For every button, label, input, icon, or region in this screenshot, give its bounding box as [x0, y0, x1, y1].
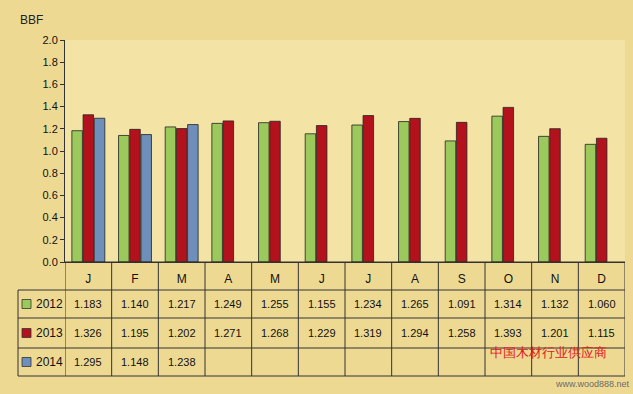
svg-text:BBF: BBF: [20, 13, 43, 27]
svg-text:M: M: [270, 272, 280, 286]
svg-text:1.202: 1.202: [168, 327, 196, 339]
svg-text:1.140: 1.140: [121, 298, 149, 310]
svg-text:1.271: 1.271: [214, 327, 242, 339]
svg-text:1.234: 1.234: [354, 298, 382, 310]
svg-text:1.060: 1.060: [588, 298, 616, 310]
svg-text:1.238: 1.238: [168, 356, 196, 368]
svg-text:1.217: 1.217: [168, 298, 196, 310]
svg-text:1.091: 1.091: [448, 298, 476, 310]
svg-text:1.314: 1.314: [494, 298, 522, 310]
svg-text:1.2: 1.2: [43, 123, 58, 135]
svg-text:1.201: 1.201: [541, 327, 569, 339]
svg-text:0.4: 0.4: [43, 211, 58, 223]
svg-text:0.2: 0.2: [43, 234, 58, 246]
svg-text:1.326: 1.326: [74, 327, 102, 339]
svg-text:1.132: 1.132: [541, 298, 569, 310]
svg-text:A: A: [411, 272, 419, 286]
svg-text:1.229: 1.229: [308, 327, 336, 339]
svg-text:中国木材行业供应商: 中国木材行业供应商: [490, 345, 607, 360]
svg-text:1.148: 1.148: [121, 356, 149, 368]
svg-text:1.183: 1.183: [74, 298, 102, 310]
svg-text:S: S: [458, 272, 466, 286]
svg-text:J: J: [365, 272, 371, 286]
svg-text:0.0: 0.0: [43, 256, 58, 268]
svg-text:1.6: 1.6: [43, 78, 58, 90]
svg-text:F: F: [131, 272, 138, 286]
svg-text:1.265: 1.265: [401, 298, 429, 310]
svg-text:1.155: 1.155: [308, 298, 336, 310]
svg-text:1.255: 1.255: [261, 298, 289, 310]
svg-text:0.6: 0.6: [43, 189, 58, 201]
svg-text:J: J: [85, 272, 91, 286]
svg-text:www.wood888.net: www.wood888.net: [555, 379, 630, 389]
svg-text:1.249: 1.249: [214, 298, 242, 310]
svg-text:J: J: [319, 272, 325, 286]
svg-text:1.294: 1.294: [401, 327, 429, 339]
svg-text:1.258: 1.258: [448, 327, 476, 339]
svg-text:2013: 2013: [36, 326, 63, 340]
svg-text:1.319: 1.319: [354, 327, 382, 339]
svg-text:1.195: 1.195: [121, 327, 149, 339]
svg-text:1.8: 1.8: [43, 56, 58, 68]
svg-text:A: A: [224, 272, 232, 286]
svg-text:M: M: [177, 272, 187, 286]
svg-text:2.0: 2.0: [43, 34, 58, 46]
svg-text:N: N: [551, 272, 560, 286]
svg-text:1.268: 1.268: [261, 327, 289, 339]
svg-text:2012: 2012: [36, 297, 63, 311]
svg-text:1.115: 1.115: [588, 327, 615, 339]
svg-text:0.8: 0.8: [43, 167, 58, 179]
svg-text:O: O: [504, 272, 513, 286]
svg-text:D: D: [597, 272, 606, 286]
svg-text:1.0: 1.0: [43, 145, 58, 157]
svg-text:1.295: 1.295: [74, 356, 102, 368]
svg-text:1.393: 1.393: [494, 327, 522, 339]
svg-text:2014: 2014: [36, 355, 63, 369]
svg-text:1.4: 1.4: [43, 100, 58, 112]
